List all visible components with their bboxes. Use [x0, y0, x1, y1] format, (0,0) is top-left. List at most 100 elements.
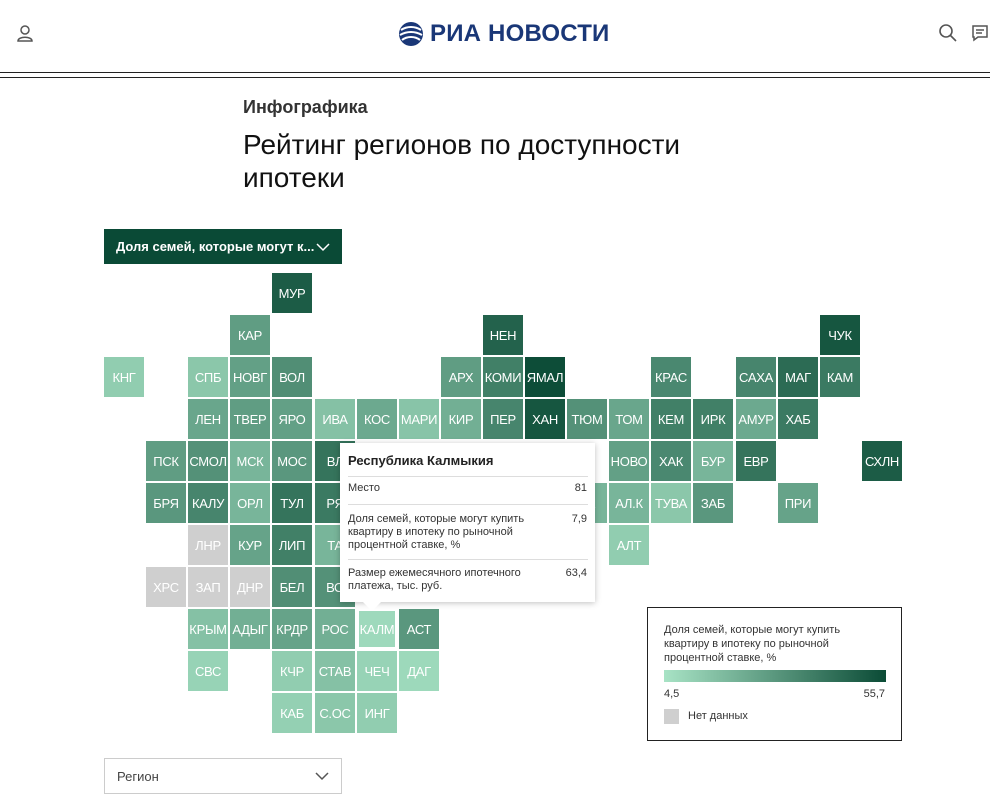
region-tile[interactable]: НОВО — [609, 441, 649, 481]
region-tile[interactable]: КУР — [230, 525, 270, 565]
region-tile[interactable]: ТУЛ — [272, 483, 312, 523]
tooltip-share-value: 7,9 — [571, 513, 587, 525]
region-tooltip: Республика Калмыкия Место 81 Доля семей,… — [340, 443, 595, 611]
region-tile[interactable]: ЗАП — [188, 567, 228, 607]
region-tile[interactable]: НЕН — [483, 315, 523, 355]
region-tile[interactable]: СВС — [188, 651, 228, 691]
region-tile[interactable]: ЛЕН — [188, 399, 228, 439]
region-tile[interactable]: КАЛУ — [188, 483, 228, 523]
tooltip-payment-label: Размер ежемесячного ипотечного платежа, … — [348, 567, 521, 592]
region-tile[interactable]: ИНГ — [357, 693, 397, 733]
region-tile[interactable]: СХЛН — [862, 441, 902, 481]
region-tile[interactable]: РОС — [315, 609, 355, 649]
region-tile[interactable]: ХРС — [146, 567, 186, 607]
region-tile[interactable]: ПСК — [146, 441, 186, 481]
region-tile[interactable]: КАЛМ — [357, 609, 397, 649]
region-tile[interactable]: БРЯ — [146, 483, 186, 523]
region-tile[interactable]: АЛ.К — [609, 483, 649, 523]
legend-title: Доля семей, которые могут купить квартир… — [664, 624, 841, 664]
logo-text: РИА НОВОСТИ — [430, 20, 610, 47]
region-tile[interactable]: ИВА — [315, 399, 355, 439]
region-tile[interactable]: ТОМ — [609, 399, 649, 439]
ria-logo[interactable]: РИА НОВОСТИ — [398, 18, 610, 50]
color-legend: Доля семей, которые могут купить квартир… — [647, 607, 902, 741]
region-tile[interactable]: БЕЛ — [272, 567, 312, 607]
region-tile[interactable]: ЛНР — [188, 525, 228, 565]
region-tile[interactable]: КРАС — [651, 357, 691, 397]
region-tile[interactable]: ТВЕР — [230, 399, 270, 439]
tooltip-divider — [348, 504, 588, 505]
region-tile[interactable]: ПРИ — [778, 483, 818, 523]
region-tile[interactable]: ЯМАЛ — [525, 357, 565, 397]
region-tile[interactable]: КАР — [230, 315, 270, 355]
region-tile[interactable]: НОВГ — [230, 357, 270, 397]
tooltip-divider — [348, 476, 588, 477]
region-tile[interactable]: ЕВР — [736, 441, 776, 481]
user-icon[interactable] — [14, 22, 36, 44]
region-tile[interactable]: КРЫМ — [188, 609, 228, 649]
legend-max-value: 55,7 — [863, 688, 885, 700]
region-tile[interactable]: КЧР — [272, 651, 312, 691]
metric-dropdown[interactable]: Доля семей, которые могут к... — [104, 229, 342, 264]
region-tile[interactable]: МСК — [230, 441, 270, 481]
region-tile[interactable]: СМОЛ — [188, 441, 228, 481]
metric-dropdown-label: Доля семей, которые могут к... — [116, 239, 315, 254]
region-tile[interactable]: КЕМ — [651, 399, 691, 439]
region-tile[interactable]: ЛИП — [272, 525, 312, 565]
search-icon[interactable] — [938, 23, 960, 45]
region-tile[interactable]: КОС — [357, 399, 397, 439]
region-tile[interactable]: МАРИ — [399, 399, 439, 439]
legend-min-value: 4,5 — [664, 688, 680, 700]
article-title: Рейтинг регионов по доступности ипотеки — [243, 129, 681, 193]
tooltip-rank-value: 81 — [574, 482, 587, 494]
region-tile[interactable]: С.ОС — [315, 693, 355, 733]
region-tile[interactable]: ТЮМ — [567, 399, 607, 439]
tooltip-region-name: Республика Калмыкия — [348, 453, 494, 468]
region-tile[interactable]: КОМИ — [483, 357, 523, 397]
region-tile[interactable]: ХАК — [651, 441, 691, 481]
region-tile[interactable]: ЯРО — [272, 399, 312, 439]
region-tile[interactable]: ТУВА — [651, 483, 691, 523]
region-tile[interactable]: КИР — [441, 399, 481, 439]
region-tile[interactable]: ХАБ — [778, 399, 818, 439]
region-tile[interactable]: МАГ — [778, 357, 818, 397]
region-tile[interactable]: АДЫГ — [230, 609, 270, 649]
region-tile[interactable]: СПБ — [188, 357, 228, 397]
region-tile[interactable]: САХА — [736, 357, 776, 397]
region-tile[interactable]: ЗАБ — [693, 483, 733, 523]
region-tile[interactable]: АМУР — [736, 399, 776, 439]
region-tile[interactable]: КРДР — [272, 609, 312, 649]
region-tile[interactable]: ХАН — [525, 399, 565, 439]
region-tile[interactable]: ОРЛ — [230, 483, 270, 523]
region-tile[interactable]: АСТ — [399, 609, 439, 649]
chat-icon[interactable] — [970, 23, 990, 45]
ria-logo-icon — [399, 22, 423, 46]
region-tile[interactable]: БУР — [693, 441, 733, 481]
region-tile[interactable]: КАБ — [272, 693, 312, 733]
region-tile[interactable]: ДНР — [230, 567, 270, 607]
region-tile[interactable]: СТАВ — [315, 651, 355, 691]
region-tile[interactable]: ЧЕЧ — [357, 651, 397, 691]
no-data-swatch — [664, 709, 679, 724]
region-dropdown-label: Регион — [117, 768, 159, 784]
chevron-down-icon — [315, 772, 329, 781]
region-tile[interactable]: АРХ — [441, 357, 481, 397]
no-data-label: Нет данных — [688, 710, 748, 722]
region-tile[interactable]: ЧУК — [820, 315, 860, 355]
region-tile[interactable]: ИРК — [693, 399, 733, 439]
region-tile[interactable]: МОС — [272, 441, 312, 481]
tooltip-divider — [348, 559, 588, 560]
header-divider — [0, 72, 990, 73]
region-tile[interactable]: ВОЛ — [272, 357, 312, 397]
region-tile[interactable]: МУР — [272, 273, 312, 313]
tooltip-rank-label: Место — [348, 482, 380, 494]
article-kicker: Инфографика — [243, 97, 368, 117]
region-tile[interactable]: АЛТ — [609, 525, 649, 565]
site-header: РИА НОВОСТИ — [0, 0, 990, 78]
region-tile[interactable]: КНГ — [104, 357, 144, 397]
region-tile[interactable]: ПЕР — [483, 399, 523, 439]
legend-gradient — [664, 670, 886, 682]
region-dropdown[interactable]: Регион — [104, 758, 342, 794]
region-tile[interactable]: ДАГ — [399, 651, 439, 691]
region-tile[interactable]: КАМ — [820, 357, 860, 397]
